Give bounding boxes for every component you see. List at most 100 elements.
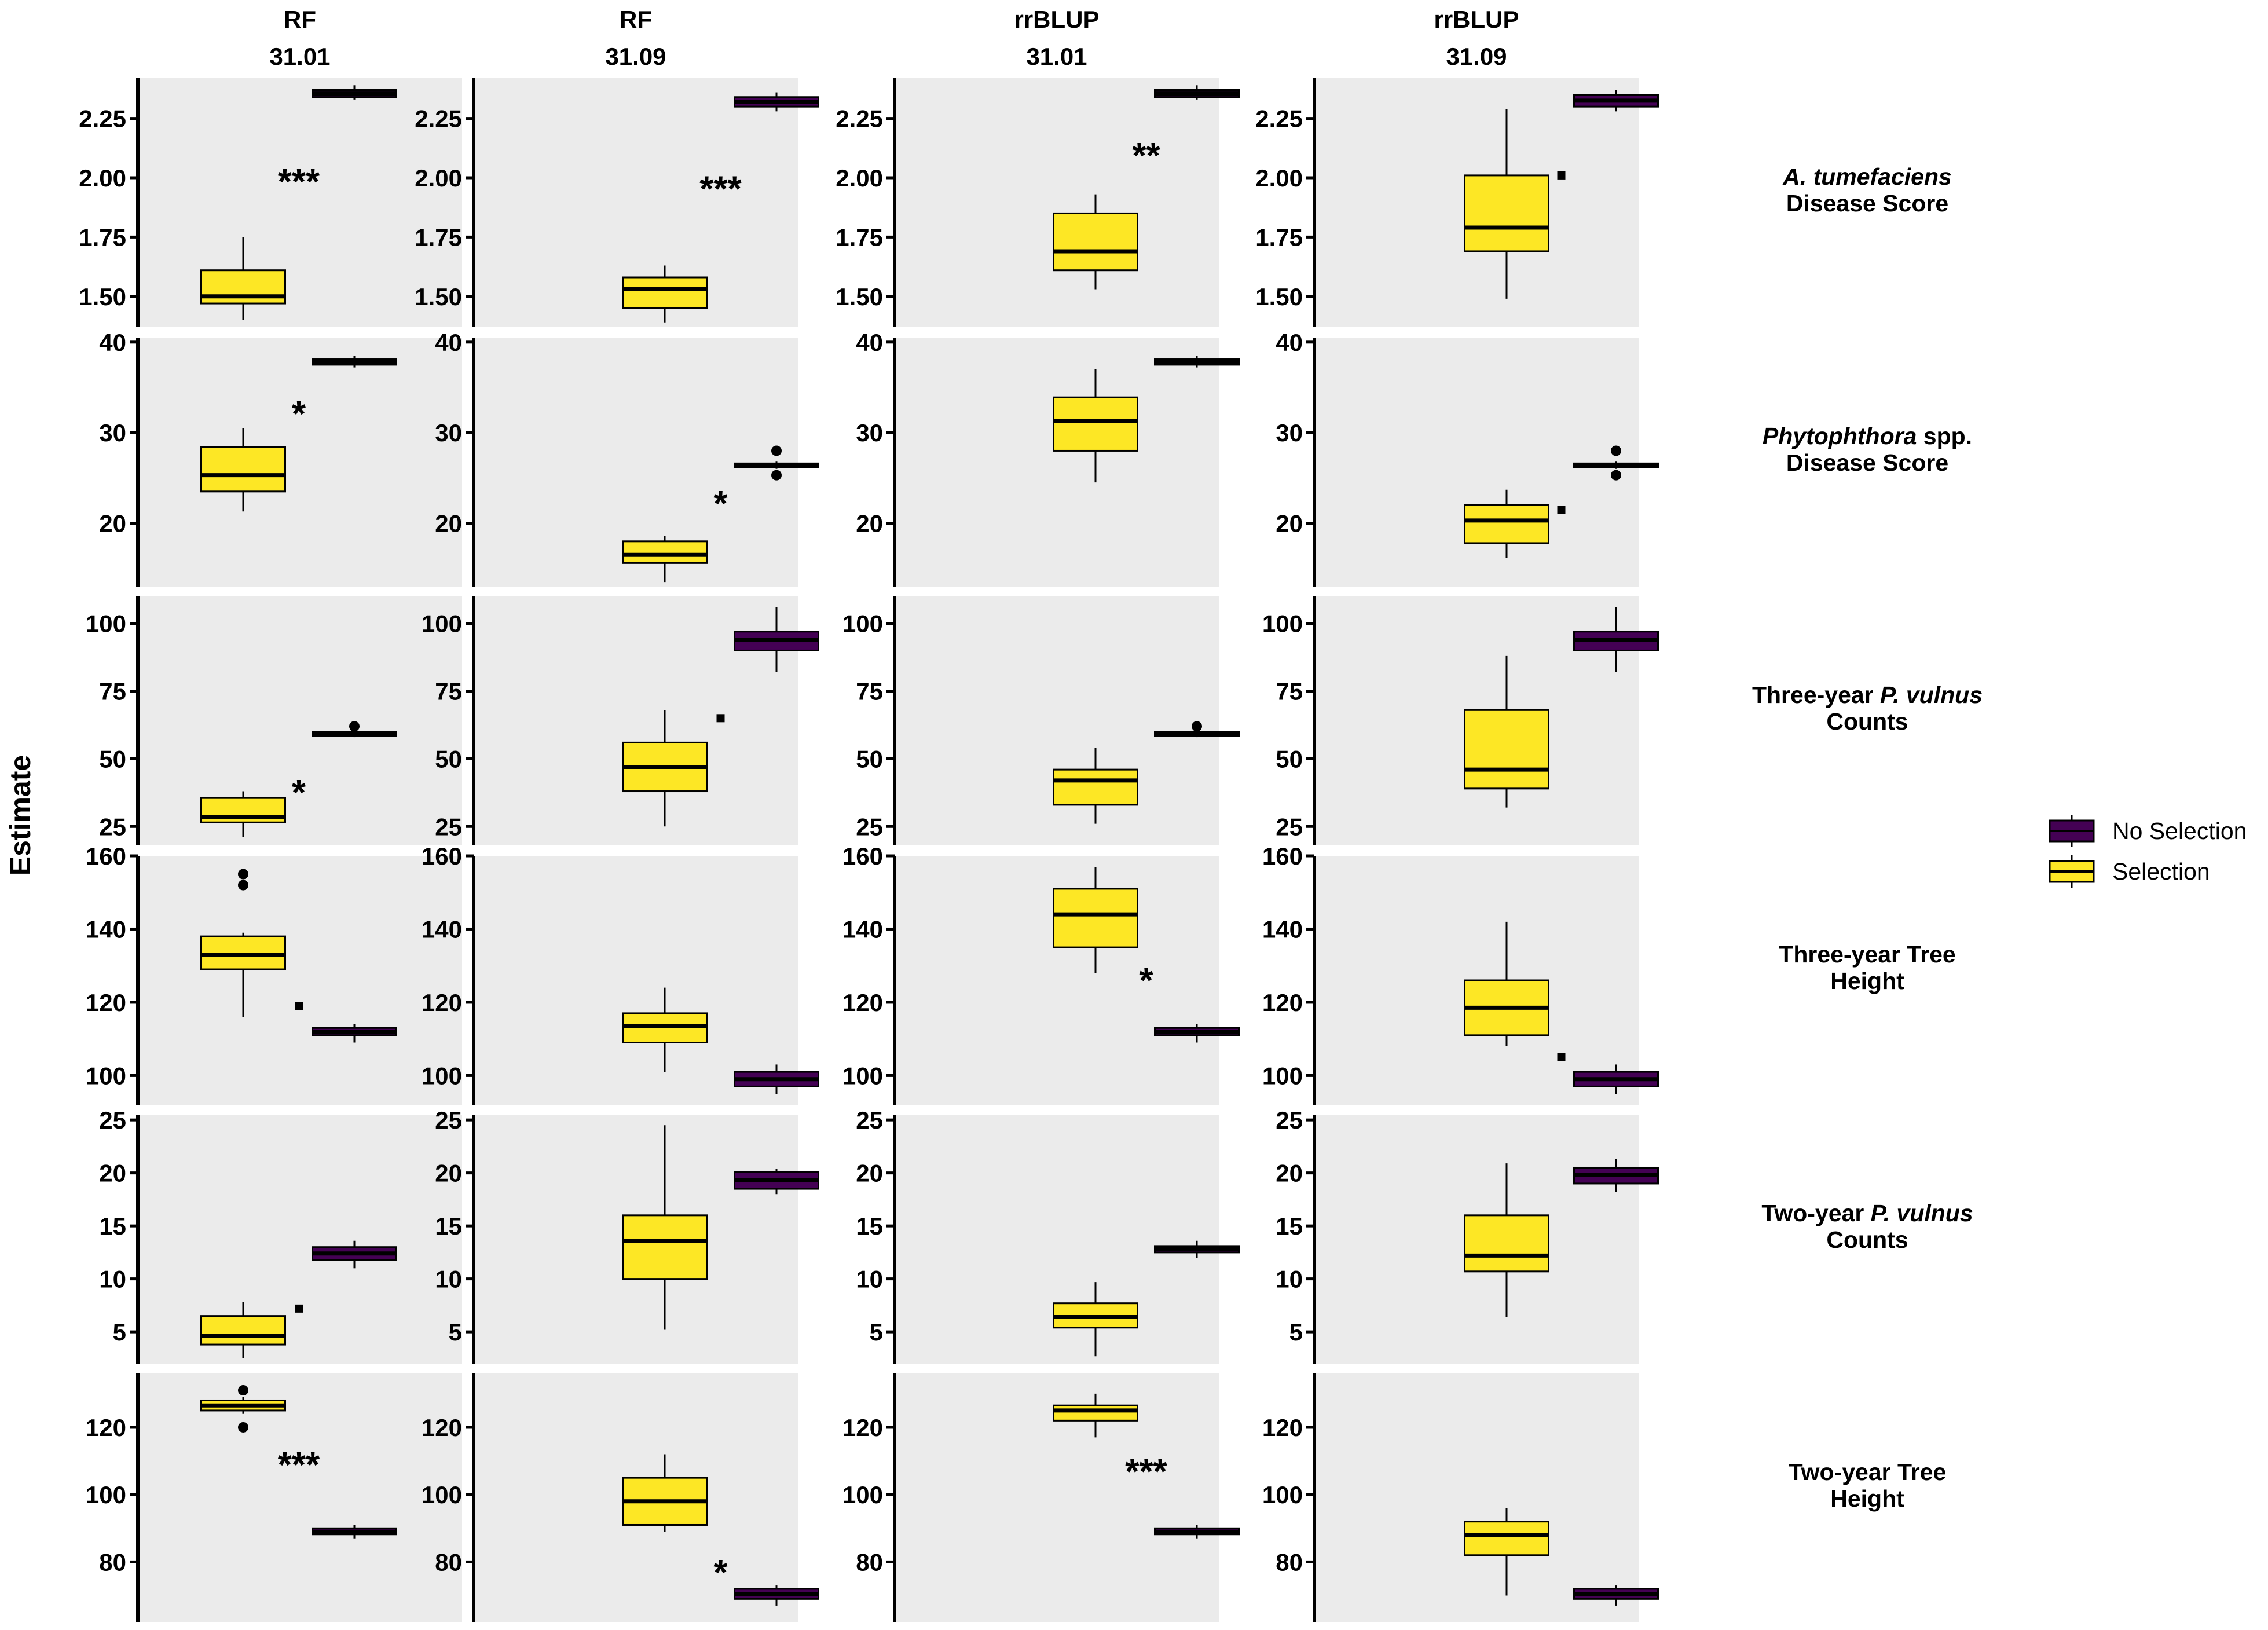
- selection-box: [622, 1125, 708, 1330]
- selection-box: [622, 710, 708, 827]
- y-tick-label: 20: [856, 1160, 883, 1187]
- significance-marker: *: [713, 484, 728, 524]
- panel: 5 10 15 20 25: [856, 1107, 1240, 1364]
- panel-background: [138, 1373, 462, 1622]
- significance-marker: *: [713, 1553, 728, 1593]
- row-label: Phytophthora spp.: [1763, 423, 1972, 449]
- y-tick-label: 1.50: [415, 283, 462, 310]
- y-tick-label: 100: [86, 1062, 126, 1089]
- y-tick-label: 75: [99, 678, 126, 705]
- no-selection-box: [1573, 445, 1659, 481]
- selection-box: [1464, 655, 1549, 808]
- panel: 80 100 120 *: [422, 1373, 819, 1622]
- selection-box: [200, 1302, 286, 1358]
- column-header-threshold: 31.01: [269, 43, 330, 70]
- y-tick-label: 100: [422, 1481, 462, 1508]
- y-tick-label: 30: [435, 419, 462, 446]
- y-tick-label: 50: [99, 745, 126, 772]
- y-tick-label: 140: [86, 915, 126, 943]
- no-selection-box: [734, 1585, 819, 1606]
- row-label: Height: [1830, 968, 1904, 994]
- no-selection-box: [1573, 1585, 1659, 1606]
- no-selection-box: [1154, 1240, 1240, 1258]
- panel-background: [895, 338, 1219, 587]
- significance-marker: *: [1139, 961, 1153, 1001]
- no-selection-box: [1154, 1024, 1240, 1043]
- row-label-part: spp.: [1917, 423, 1972, 449]
- box-iqr: [1464, 174, 1549, 252]
- panel-background: [138, 338, 462, 587]
- legend: No Selection Selection: [2049, 815, 2247, 888]
- y-tick-label: 10: [99, 1266, 126, 1293]
- y-tick-label: 5: [1289, 1318, 1303, 1346]
- column-header-model: rrBLUP: [1014, 6, 1099, 33]
- row-label: Height: [1830, 1485, 1904, 1512]
- y-tick-label: 5: [113, 1318, 126, 1346]
- selection-box: [1464, 1508, 1549, 1596]
- y-tick-label: 40: [435, 329, 462, 356]
- column-header-threshold: 31.09: [1446, 43, 1507, 70]
- y-tick-label: 1.50: [1255, 283, 1303, 310]
- significance-marker: **: [1132, 136, 1160, 176]
- significance-marker: ***: [278, 1445, 320, 1485]
- outlier-point: [238, 1385, 248, 1396]
- y-tick-label: 120: [1262, 1414, 1303, 1441]
- no-selection-box: [1154, 1525, 1240, 1539]
- y-tick-label: 2.25: [1255, 105, 1303, 133]
- y-tick-label: 160: [842, 843, 883, 870]
- no-selection-box: [312, 1525, 397, 1539]
- significance-marker: ***: [699, 169, 742, 209]
- y-tick-label: 20: [1276, 1160, 1303, 1187]
- y-tick-label: 40: [99, 329, 126, 356]
- significance-dot: [295, 1002, 303, 1010]
- panel-background: [1314, 338, 1639, 587]
- panel: 5 10 15 20 25: [1276, 1107, 1659, 1364]
- significance-dot: [295, 1304, 303, 1313]
- significance-marker: *: [292, 394, 306, 434]
- box-iqr: [1464, 504, 1549, 544]
- y-tick-label: 20: [856, 510, 883, 537]
- no-selection-box: [1154, 356, 1240, 368]
- column-header-model: RF: [284, 6, 316, 33]
- panel: 25 50 75 100: [842, 596, 1240, 845]
- selection-box: [200, 869, 286, 1017]
- y-tick-label: 100: [1262, 1481, 1303, 1508]
- selection-box: [622, 265, 708, 323]
- outlier-point: [771, 445, 782, 456]
- selection-box: [1464, 489, 1549, 558]
- row-label-part: Height: [1830, 968, 1904, 994]
- box-iqr: [200, 446, 286, 493]
- y-tick-label: 120: [842, 989, 883, 1016]
- box-iqr: [200, 269, 286, 305]
- y-tick-label: 120: [842, 1414, 883, 1441]
- y-tick-label: 120: [86, 1414, 126, 1441]
- outlier-point: [1611, 470, 1621, 481]
- y-tick-label: 1.50: [836, 283, 883, 310]
- y-tick-label: 75: [435, 678, 462, 705]
- row-label-part: P. vulnus: [1880, 682, 1983, 708]
- y-tick-label: 100: [842, 610, 883, 638]
- y-tick-label: 140: [422, 915, 462, 943]
- row-label: Two-year P. vulnus: [1761, 1200, 1973, 1226]
- panel: 20 30 40 *: [99, 329, 462, 587]
- row-label-part: A. tumefaciens: [1782, 163, 1952, 190]
- column-headers: RF 31.01 RF 31.09 rrBLUP 31.01 rrBLUP 31.09: [269, 6, 1519, 70]
- significance-dot: [1557, 506, 1566, 514]
- no-selection-box: [734, 92, 819, 112]
- no-selection-box: [1573, 90, 1659, 112]
- legend-label: Selection: [2112, 858, 2210, 885]
- panel: 20 30 40: [1276, 329, 1659, 587]
- no-selection-box: [734, 1169, 819, 1195]
- no-selection-box: [312, 1240, 397, 1269]
- y-tick-label: 25: [435, 813, 462, 840]
- panel-background: [474, 856, 798, 1105]
- outlier-point: [238, 869, 248, 880]
- row-label-part: Phytophthora: [1763, 423, 1917, 449]
- y-tick-label: 1.75: [415, 224, 462, 251]
- no-selection-box: [1154, 85, 1240, 100]
- y-tick-label: 15: [856, 1213, 883, 1240]
- y-tick-label: 40: [856, 329, 883, 356]
- no-selection-box: [734, 445, 819, 481]
- selection-box: [200, 237, 286, 320]
- y-tick-label: 120: [1262, 989, 1303, 1016]
